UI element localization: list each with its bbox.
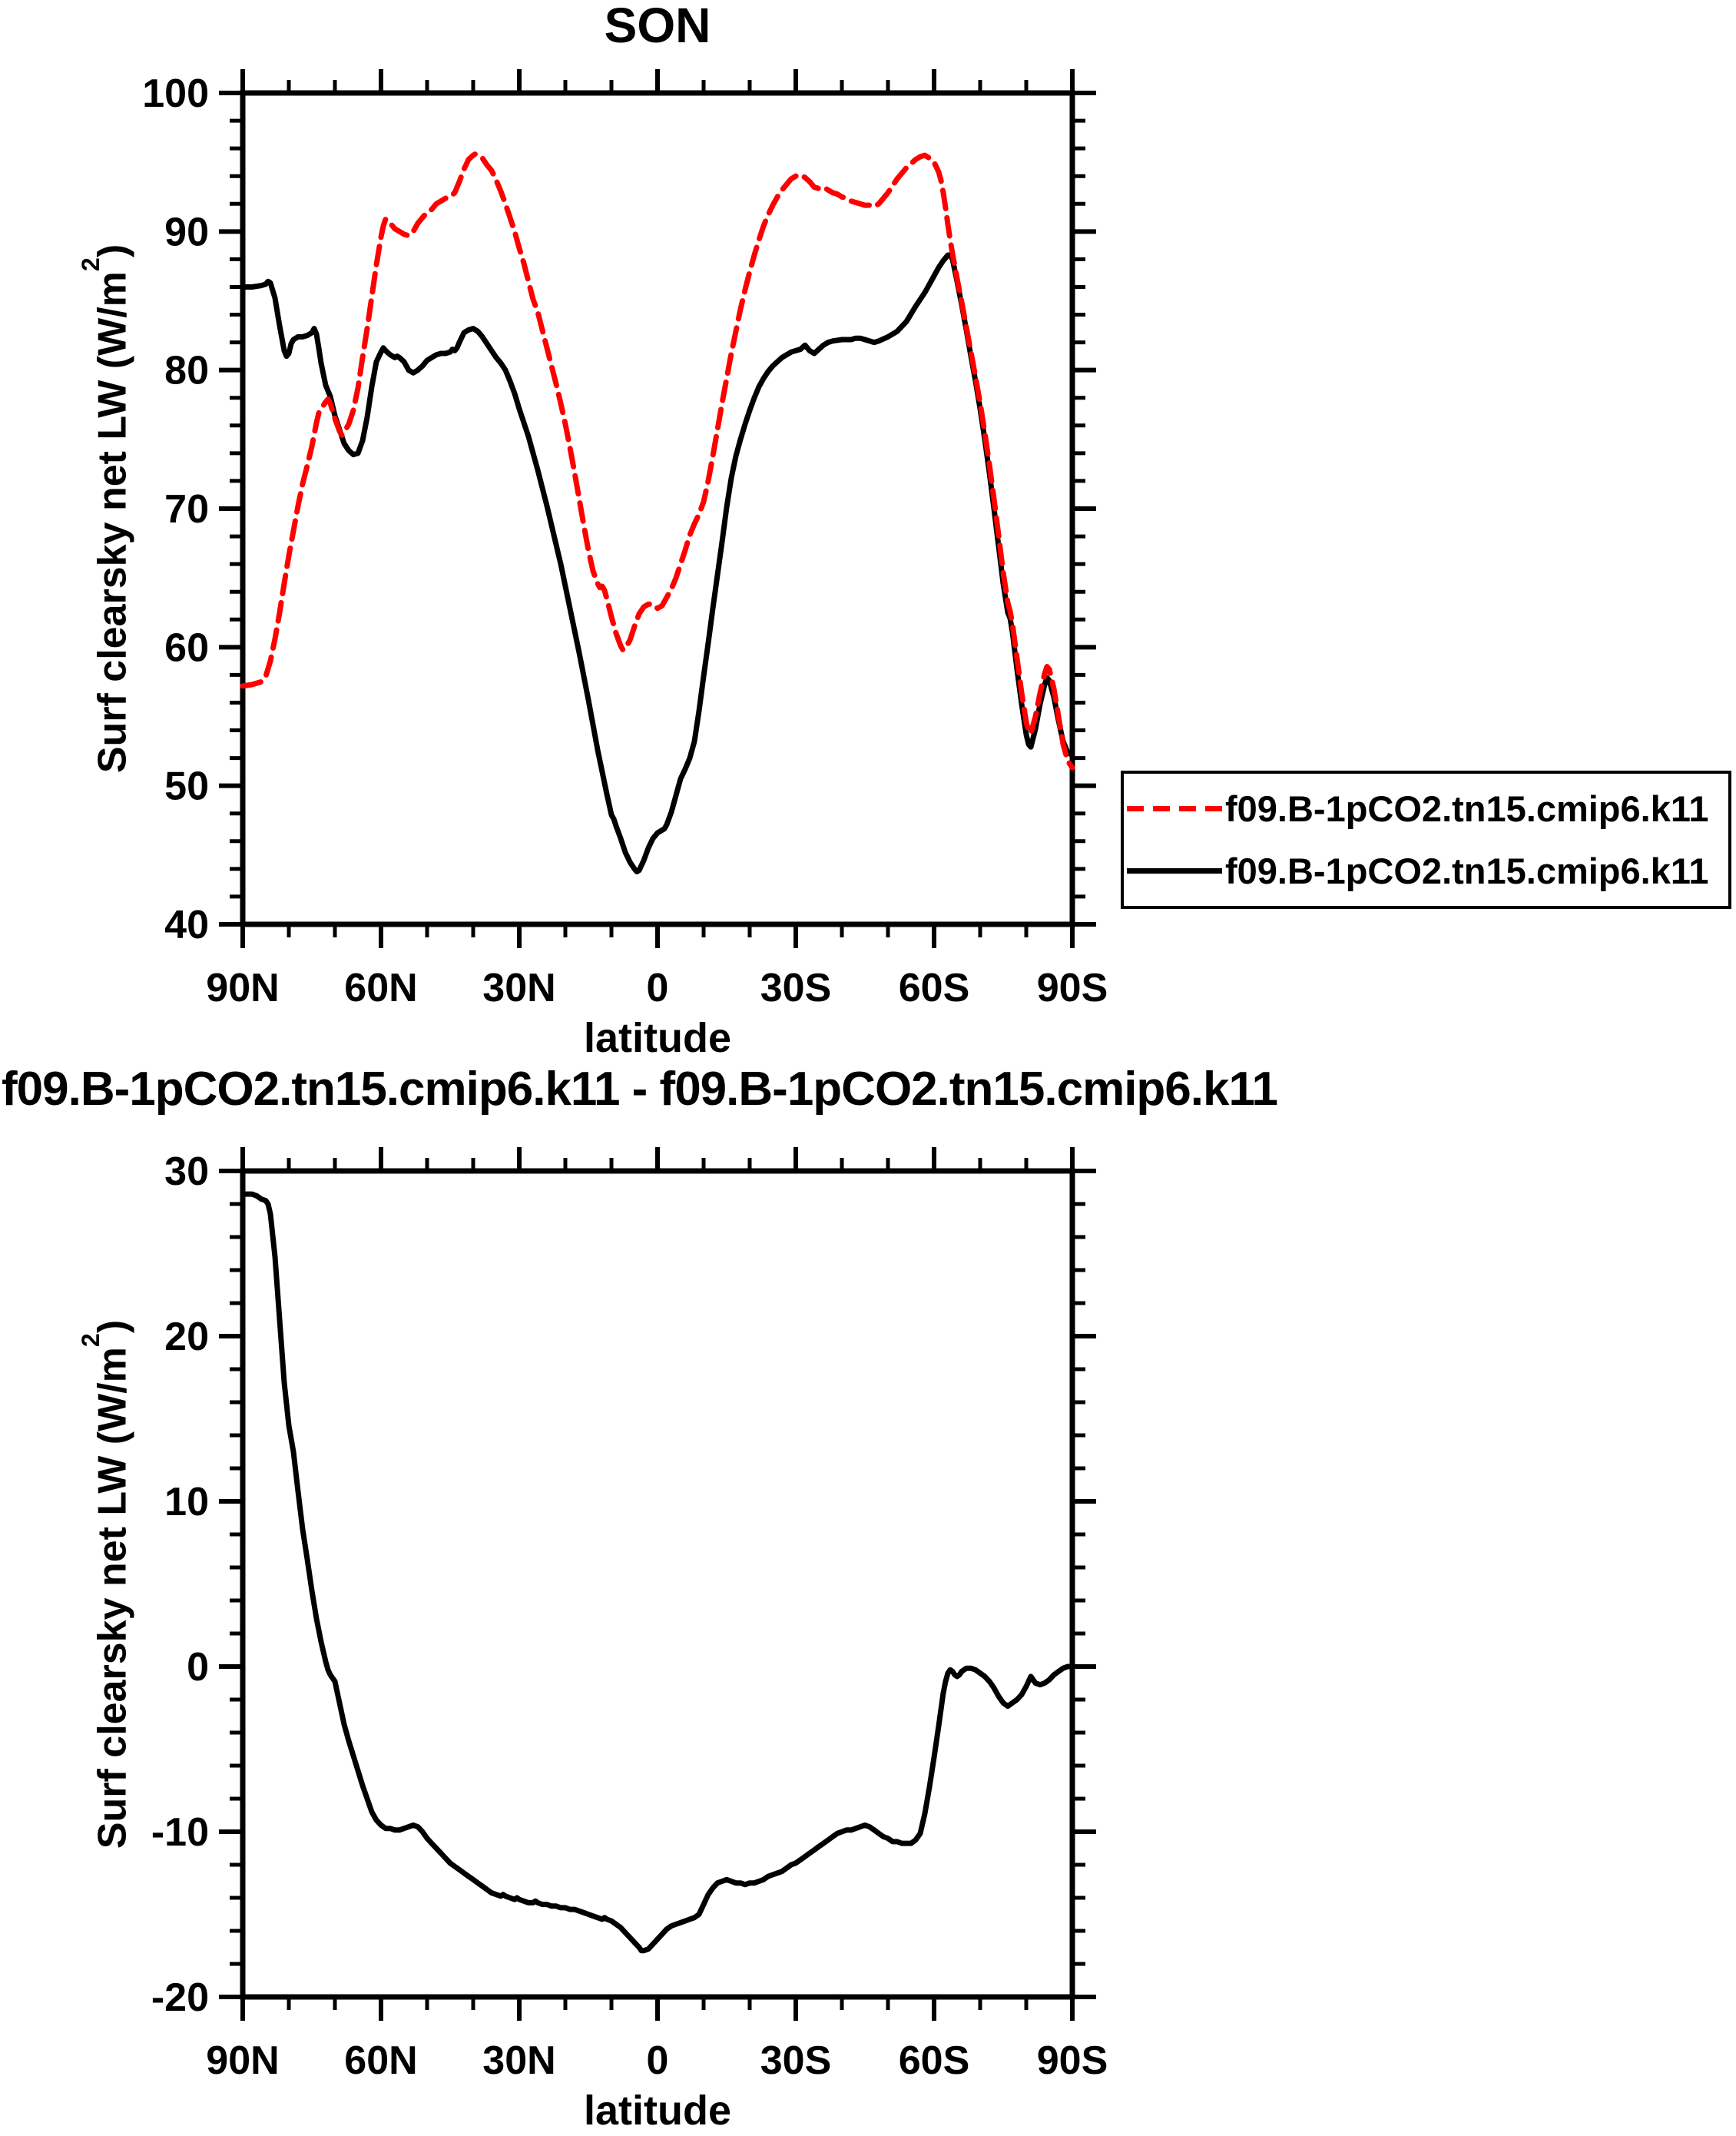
y-tick-label: 30 [164,1149,209,1194]
bottom-y-axis-title-close: ) [90,1319,135,1334]
y-tick-label: -20 [151,1975,209,2020]
x-tick-label: 30S [760,2038,832,2083]
x-tick-label: 30S [760,966,832,1010]
legend-item-dashed: f09.B-1pCO2.tn15.cmip6.k11 [1127,788,1728,830]
y-tick-label: 40 [164,903,209,947]
y-tick-label: 100 [142,71,209,116]
top-chart-plot: 90N 60N 30N 0 30S 60S 90S 40 50 60 70 80 90 100 [142,69,1108,1010]
x-tick-label: 0 [647,966,669,1010]
bottom-y-axis-title-sup: 2 [76,1333,104,1348]
x-tick-label: 60S [899,966,970,1010]
y-tick-label: 70 [164,487,209,532]
x-tick-label: 90S [1037,2038,1108,2083]
bottom-y-axis-title: Surf clearsky net LW (W/m2) [76,1162,134,2007]
y-tick-label: 0 [187,1645,209,1690]
x-tick-label: 90S [1037,966,1108,1010]
x-tick-label: 30N [482,966,555,1010]
legend: f09.B-1pCO2.tn15.cmip6.k11 f09.B-1pCO2.t… [1121,771,1731,909]
legend-label-solid: f09.B-1pCO2.tn15.cmip6.k11 [1225,851,1709,891]
y-tick-label: 10 [164,1480,209,1524]
y-tick-label: 60 [164,625,209,670]
y-tick-label: 50 [164,765,209,809]
plot-frame [240,1168,1075,2000]
x-tick-label: 0 [647,2038,669,2083]
y-tick-label: -10 [151,1810,209,1855]
black-solid-line-sample [1127,868,1222,874]
red-dashed-line-sample [1127,806,1222,811]
bottom-x-axis-title: latitude [583,2088,731,2134]
y-tick-label: 90 [164,210,209,254]
series-line-solid-0 [240,1191,1075,1954]
x-tick-label: 90N [206,966,279,1010]
bottom-chart-title: f09.B-1pCO2.tn15.cmip6.k11 - f09.B-1pCO2… [2,1063,1278,1116]
x-tick-label: 60N [344,966,417,1010]
y-tick-label: 20 [164,1315,209,1359]
series-line-dashed-1 [240,151,1075,771]
x-tick-label: 60S [899,2038,970,2083]
y-tick-label: 80 [164,349,209,393]
bottom-y-axis-title-text: Surf clearsky net LW (W/m [90,1347,135,1849]
x-tick-label: 30N [482,2038,555,2083]
top-x-axis-title: latitude [583,1015,731,1061]
x-tick-label: 60N [344,2038,417,2083]
legend-item-solid: f09.B-1pCO2.tn15.cmip6.k11 [1127,850,1728,892]
top-chart-title: SON [604,0,711,53]
series-line-solid-0 [240,252,1075,874]
legend-label-dashed: f09.B-1pCO2.tn15.cmip6.k11 [1225,788,1709,829]
x-tick-label: 90N [206,2038,279,2083]
